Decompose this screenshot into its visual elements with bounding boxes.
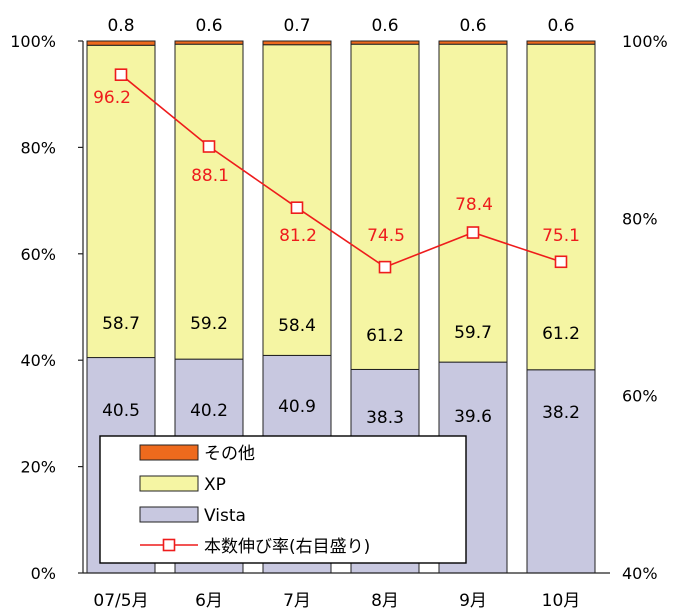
bar-segment-vista-5 (526, 369, 596, 574)
legend: その他 XP Vista 本数伸び率(右目盛り) (99, 435, 467, 564)
label-vista-3: 38.3 (366, 408, 404, 428)
bar-segment-xp-5 (526, 43, 596, 371)
label-xp-1: 59.2 (190, 314, 228, 334)
x-tick-label-0: 07/5月 (93, 591, 148, 611)
bar-segment--1 (174, 40, 244, 45)
labels-layer: 0.8 58.7 40.5 0.6 59.2 40.2 0.7 58.4 40.9 0.6 61.2… (93, 16, 580, 428)
bar-segment-xp-3 (350, 43, 420, 370)
growth-marker-0 (114, 68, 128, 81)
x-tick-label-5: 10月 (542, 591, 581, 611)
label-vista-4: 39.6 (454, 407, 492, 427)
right-tick-label-2: 80% (622, 209, 658, 228)
label-growth-4: 78.4 (455, 195, 493, 215)
label-xp-5: 61.2 (542, 324, 580, 344)
growth-rate-line (120, 74, 562, 268)
label-vista-1: 40.2 (190, 401, 228, 421)
x-tick-label-3: 8月 (371, 591, 399, 611)
label-xp-2: 58.4 (278, 316, 316, 336)
bar-segment-xp-0 (86, 44, 156, 359)
growth-marker-5 (554, 255, 568, 269)
label-growth-2: 81.2 (279, 226, 317, 246)
label-vista-0: 40.5 (102, 401, 140, 421)
label-other-1: 0.6 (195, 16, 222, 36)
label-growth-3: 74.5 (367, 226, 405, 246)
growth-marker-2 (290, 201, 304, 214)
label-other-0: 0.8 (107, 16, 134, 36)
label-vista-5: 38.2 (542, 403, 580, 423)
legend-swatch-vista (139, 506, 199, 523)
label-other-5: 0.6 (547, 16, 574, 36)
label-other-3: 0.6 (371, 16, 398, 36)
legend-label-3: 本数伸び率(右目盛り) (204, 537, 370, 557)
label-other-4: 0.6 (459, 16, 486, 36)
legend-label-1: XP (204, 475, 226, 495)
bar-segment--4 (438, 40, 508, 45)
left-tick-label-1: 20% (20, 458, 56, 477)
legend-swatch-marker (162, 538, 176, 552)
x-tick-label-2: 7月 (283, 591, 311, 611)
label-vista-2: 40.9 (278, 397, 316, 417)
growth-marker-4 (466, 226, 480, 239)
right-tick-label-0: 40% (622, 564, 658, 583)
label-xp-0: 58.7 (102, 314, 140, 334)
left-tick-label-2: 40% (20, 351, 56, 370)
bar-segment-xp-1 (174, 43, 244, 360)
line-layer (114, 68, 568, 274)
left-tick-label-5: 100% (10, 32, 56, 51)
bar-segment-xp-2 (262, 44, 332, 356)
growth-marker-1 (202, 140, 216, 153)
left-tick-label-0: 0% (31, 564, 56, 583)
x-tick-label-4: 9月 (459, 591, 487, 611)
label-growth-1: 88.1 (191, 166, 229, 186)
growth-marker-3 (378, 260, 392, 274)
legend-swatch-xp (139, 475, 199, 492)
legend-label-0: その他 (204, 444, 255, 464)
x-tick-label-1: 6月 (195, 591, 223, 611)
right-tick-label-1: 60% (622, 387, 658, 406)
right-tick-label-3: 100% (622, 32, 668, 51)
label-other-2: 0.7 (283, 16, 310, 36)
left-tick-label-4: 80% (20, 138, 56, 157)
left-tick-label-3: 60% (20, 245, 56, 264)
bar-segment--3 (350, 40, 420, 45)
label-xp-4: 59.7 (454, 323, 492, 343)
label-growth-5: 75.1 (542, 226, 580, 246)
axes-layer: 0% 20% 40% 60% 80% 100% 40% 60% 80% 100% 07/5月 6月 7月… (10, 32, 668, 611)
bar-segment--0 (86, 40, 156, 46)
label-growth-0: 96.2 (93, 88, 131, 108)
legend-swatch-other (139, 444, 199, 461)
legend-label-2: Vista (204, 506, 246, 526)
label-xp-3: 61.2 (366, 326, 404, 346)
bar-segment--5 (526, 40, 596, 45)
bar-segment-xp-4 (438, 43, 508, 363)
bar-segment--2 (262, 40, 332, 46)
